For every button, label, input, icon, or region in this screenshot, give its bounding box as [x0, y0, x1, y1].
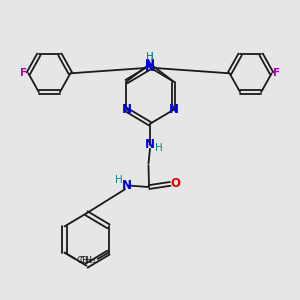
Text: H: H [116, 175, 123, 185]
Text: N: N [145, 138, 155, 151]
Text: N: N [169, 103, 178, 116]
Text: N: N [122, 103, 131, 116]
Text: N: N [145, 58, 154, 70]
Text: CH₃: CH₃ [80, 256, 96, 265]
Text: H: H [146, 52, 154, 62]
Text: H: H [155, 143, 163, 153]
Text: N: N [122, 179, 131, 192]
Text: F: F [20, 68, 27, 78]
Text: CH₃: CH₃ [77, 256, 93, 265]
Text: O: O [171, 177, 181, 190]
Text: F: F [273, 68, 280, 78]
Text: N: N [145, 61, 155, 74]
Text: N: N [146, 58, 155, 70]
Text: H: H [146, 52, 154, 62]
